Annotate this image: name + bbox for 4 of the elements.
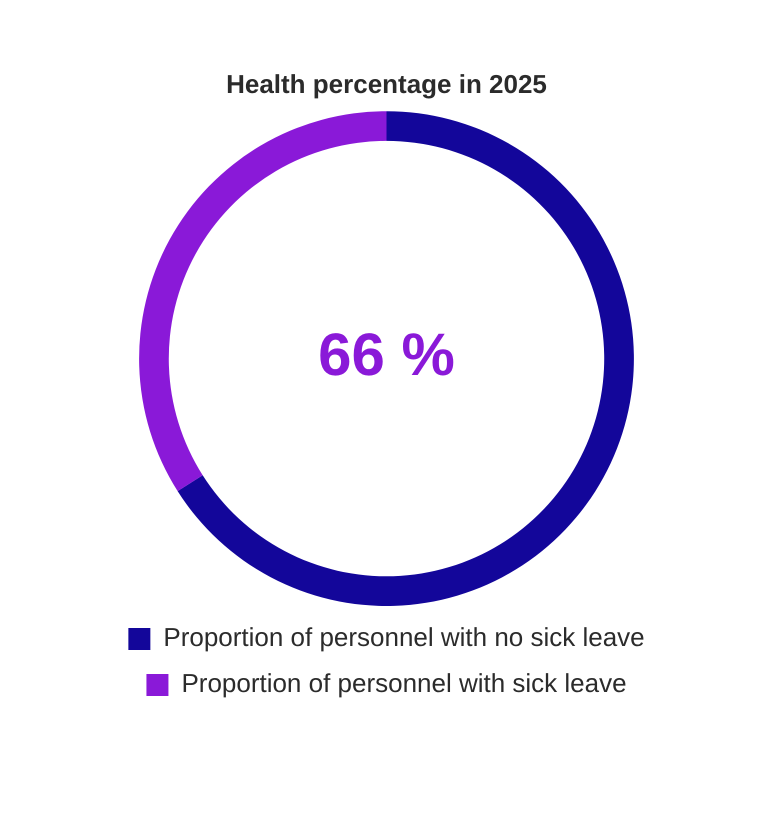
text: 66 %	[318, 321, 455, 388]
legend-label: Proportion of personnel with no sick leave	[163, 622, 645, 652]
legend-label: Proportion of personnel with sick leave	[181, 668, 627, 698]
chart-title: Health percentage in 2025	[226, 68, 547, 99]
